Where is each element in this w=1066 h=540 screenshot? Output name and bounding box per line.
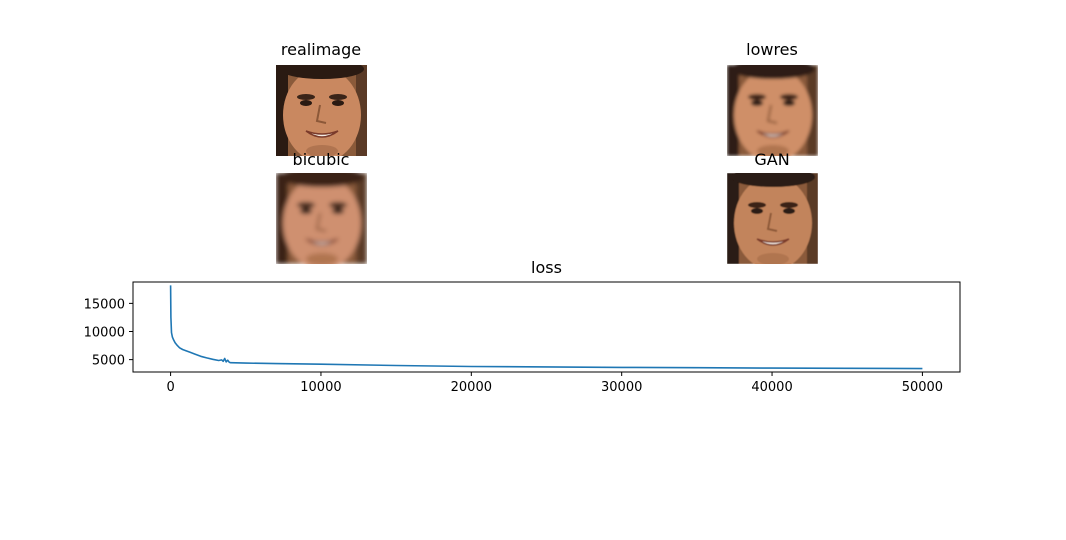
x-tick-label: 10000 <box>300 380 341 395</box>
x-tick-label: 40000 <box>751 380 792 395</box>
panel-title-realimage: realimage <box>280 40 362 59</box>
y-tick-label: 10000 <box>84 326 125 341</box>
gan-panel <box>727 173 818 264</box>
panel-title-bicubic: bicubic <box>292 150 350 169</box>
y-tick-label: 15000 <box>84 297 125 312</box>
x-tick-label: 0 <box>166 380 174 395</box>
realimage-panel <box>276 65 367 156</box>
lowres-face-image <box>727 65 818 156</box>
y-axis: 5000 10000 15000 <box>84 297 133 369</box>
x-tick-label: 30000 <box>601 380 642 395</box>
gan-face-image <box>727 173 818 264</box>
lowres-panel <box>727 65 818 156</box>
panel-title-lowres: lowres <box>746 40 798 59</box>
panel-title-gan: GAN <box>754 150 790 169</box>
x-tick-label: 50000 <box>902 380 943 395</box>
bicubic-panel <box>276 173 367 264</box>
plot-area-frame <box>132 281 961 373</box>
loss-series-line <box>169 285 923 370</box>
realimage-face-image <box>276 65 367 156</box>
x-axis: 0 10000 20000 30000 40000 50000 <box>166 372 943 395</box>
chart-title: loss <box>531 258 562 277</box>
bicubic-face-image <box>276 173 367 264</box>
y-tick-label: 5000 <box>92 354 125 369</box>
x-tick-label: 20000 <box>451 380 492 395</box>
